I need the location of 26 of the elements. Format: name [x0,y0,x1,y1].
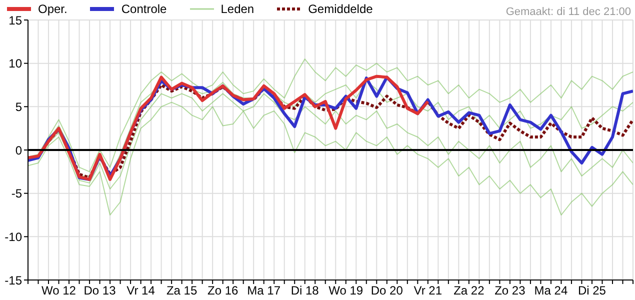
x-tick-label: Vr 21 [414,284,442,298]
y-tick-label: -15 [4,273,22,288]
x-tick-label: Do 20 [370,284,404,298]
legend-label: Oper. [38,2,68,16]
text: Gemaakt: di 11 dec 21:00 [506,6,631,18]
y-tick-label: 0 [15,143,22,158]
x-tick-label: Ma 17 [247,284,281,298]
legend-label: Controle [121,2,167,16]
x-tick-label: Ma 24 [534,284,568,298]
x-tick-label: Wo 19 [328,284,364,298]
y-tick-label: -10 [4,230,22,244]
x-tick-label: Wo 12 [42,284,76,298]
x-tick-label: Do 13 [84,284,116,298]
x-tick-label: Di 25 [578,284,606,298]
x-tick-label: Za 15 [166,284,198,298]
y-tick-label: 5 [15,100,22,114]
x-tick-label: Zo 23 [494,284,526,298]
y-tick-label: 10 [8,56,22,71]
x-tick-label: Di 18 [290,284,320,298]
x-tick-label: Vr 14 [126,284,156,298]
y-tick-label: -5 [11,186,22,201]
x-tick-label: Zo 16 [207,284,238,298]
legend-label: Leden [220,2,254,16]
x-tick-label: Za 22 [454,284,485,298]
legend-label: Gemiddelde [308,2,373,16]
y-tick-label: 15 [8,13,22,28]
